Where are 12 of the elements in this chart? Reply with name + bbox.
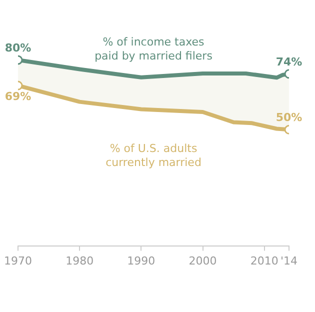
data-label: 74% — [276, 55, 302, 68]
data-label: 69% — [4, 90, 32, 103]
x-tick-label: '14 — [280, 254, 298, 268]
data-label: 80% — [4, 41, 32, 54]
series-label: % of income taxes paid by married filers — [94, 35, 213, 62]
x-tick-label: 2010 — [250, 254, 278, 268]
x-tick-label: 1990 — [127, 254, 156, 268]
text: % of U.S. adults currently married — [106, 142, 202, 170]
x-tick-label: 2000 — [188, 254, 217, 268]
x-tick-label: 1970 — [4, 254, 32, 268]
x-tick-label: 1980 — [66, 254, 94, 268]
data-label: 50% — [276, 111, 302, 124]
